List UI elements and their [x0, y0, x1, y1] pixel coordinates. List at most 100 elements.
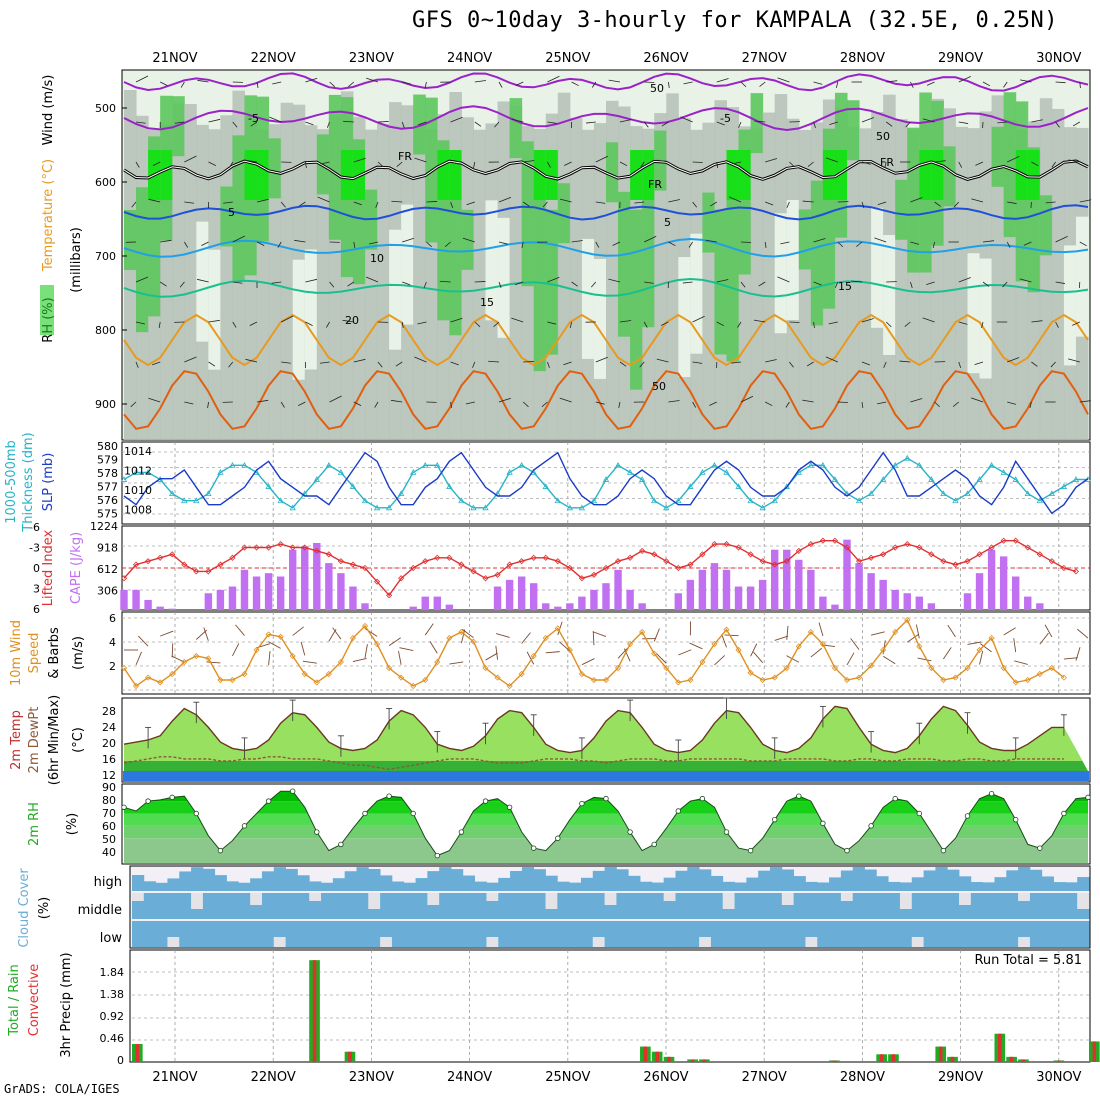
- thickness-point: [397, 490, 405, 497]
- wind-barb: [326, 121, 330, 128]
- rh-point: [362, 810, 368, 817]
- thickness-point: [458, 497, 465, 504]
- wind-barb: [828, 321, 838, 325]
- wind-barb: [277, 241, 282, 248]
- cloud-high-bar: [297, 875, 310, 891]
- wind-barb: [135, 321, 146, 325]
- lifted-index-point: [217, 561, 224, 568]
- rh-point: [169, 794, 175, 801]
- wind-barb: [1055, 236, 1068, 243]
- cape-bar: [216, 589, 225, 610]
- cloud-high-bar: [746, 877, 759, 891]
- cloud-low-bar: [261, 921, 275, 947]
- cloud-low-bar: [640, 921, 653, 947]
- wind-speed-point: [639, 628, 646, 636]
- cloud-gap: [167, 937, 180, 947]
- rh-point: [555, 835, 561, 841]
- wind-speed-point: [169, 670, 176, 678]
- wind-barb: [498, 397, 511, 403]
- wind-barb: [171, 655, 185, 663]
- wind-barb: [1068, 159, 1080, 163]
- cloud-low-bar: [155, 921, 168, 947]
- wind-barb: [522, 201, 530, 207]
- lifted-index-point: [1024, 544, 1031, 551]
- cloud-high-bar: [923, 870, 936, 891]
- wind-speed-point: [289, 652, 296, 660]
- cloud-high-bar: [616, 869, 629, 891]
- thickness-line: [123, 457, 1088, 509]
- rh-point: [386, 793, 392, 799]
- wind-barb: [619, 320, 632, 323]
- cloud-middle-bar: [238, 893, 251, 919]
- lifted-index-point: [554, 558, 561, 565]
- thickness-point: [313, 476, 320, 482]
- wind-barb: [709, 401, 717, 406]
- dewpoint-line: [123, 756, 1064, 771]
- wind-barb: [1055, 321, 1059, 328]
- cloud-high-bar: [640, 881, 653, 891]
- thickness-point: [205, 490, 212, 497]
- wind-barb: [245, 159, 258, 163]
- wind-barb: [829, 121, 838, 126]
- cloud-low-bar: [1053, 921, 1066, 947]
- cloud-middle-bar: [285, 893, 298, 919]
- wind-speed-line: [123, 618, 1065, 687]
- pressure-tick: 900: [95, 398, 116, 411]
- cape-bar: [276, 576, 285, 610]
- wind-barb: [493, 321, 500, 327]
- cloud-high-bar: [250, 878, 263, 891]
- wind-speed-point: [530, 652, 537, 660]
- rh-point: [121, 804, 127, 810]
- lifted-index-point: [289, 544, 296, 551]
- lifted-index-point: [361, 564, 369, 572]
- rh-shade: [208, 249, 221, 370]
- slp-label: SLP (mb): [41, 453, 56, 512]
- wind-barb: [997, 121, 1008, 124]
- thickness-point: [1048, 490, 1056, 497]
- wind-barb: [305, 321, 313, 326]
- wind10-unit: (m/s): [71, 636, 86, 670]
- wind-barb: [159, 630, 174, 637]
- cape-bar: [529, 583, 538, 610]
- precip-rain-bar: [950, 1056, 955, 1062]
- cloud-middle-bar: [451, 893, 464, 919]
- wind-barb: [511, 317, 524, 323]
- cloud-low-bar: [427, 921, 440, 947]
- thickness-point: [831, 476, 839, 482]
- wind-speed-point: [663, 664, 670, 672]
- wind-barb: [208, 161, 216, 166]
- cloud-middle-bar: [179, 893, 192, 919]
- wind-barb: [971, 397, 984, 403]
- wind-barb: [449, 661, 464, 665]
- wind-barb: [353, 201, 362, 206]
- rh-shade: [859, 128, 872, 441]
- rh-shade: [437, 150, 450, 200]
- thickness-point: [229, 461, 236, 468]
- wind-speed-point: [265, 631, 272, 638]
- precip-tick: 1.38: [100, 988, 125, 1001]
- rh-shade: [389, 229, 402, 350]
- cloud-middle-bar: [699, 893, 712, 919]
- temp2m-line: [123, 705, 1064, 754]
- wind-barb: [958, 277, 971, 283]
- wind-speed-point: [386, 664, 393, 672]
- thickness-point: [337, 469, 345, 475]
- cloud-low-bar: [947, 921, 960, 947]
- wind-barb: [450, 401, 453, 409]
- wind-barb: [417, 321, 427, 325]
- cloud-middle-bar: [911, 893, 924, 919]
- isotherm-label: FR: [648, 178, 662, 191]
- lifted-index-point: [783, 558, 790, 565]
- wind-barb: [474, 281, 486, 283]
- wind-barb: [608, 278, 621, 283]
- wind-barb: [656, 358, 669, 363]
- wind-barb: [934, 401, 940, 408]
- wind-barb: [547, 276, 560, 283]
- cloud-middle-bar: [1006, 893, 1019, 919]
- wind-speed-point: [711, 640, 718, 648]
- cape-bar: [132, 589, 140, 610]
- wind-speed-point: [410, 682, 417, 690]
- cloud-high-bar: [592, 870, 605, 891]
- wind-barb: [208, 361, 216, 367]
- wind-barb: [135, 75, 149, 83]
